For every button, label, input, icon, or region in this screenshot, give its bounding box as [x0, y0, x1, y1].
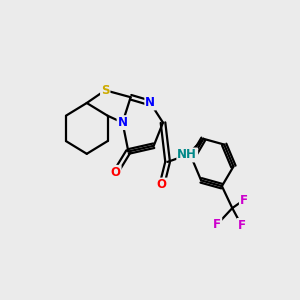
- Text: O: O: [157, 178, 167, 191]
- Text: F: F: [240, 194, 248, 206]
- Text: NH: NH: [177, 148, 197, 161]
- Text: F: F: [213, 218, 221, 231]
- Text: N: N: [118, 116, 128, 129]
- Text: O: O: [111, 166, 121, 179]
- Text: S: S: [101, 84, 110, 97]
- Text: N: N: [145, 97, 155, 110]
- Text: F: F: [238, 219, 245, 232]
